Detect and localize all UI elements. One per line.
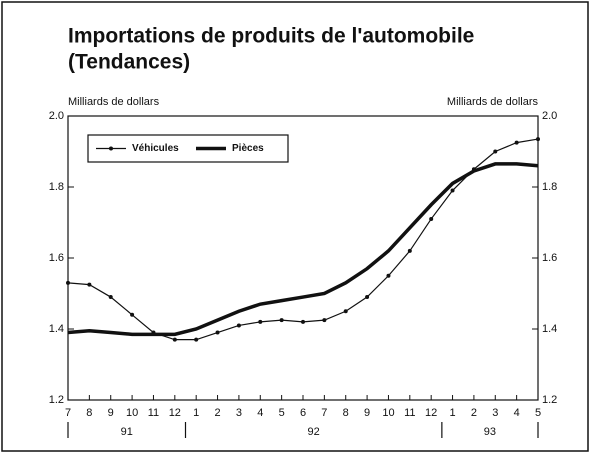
marker xyxy=(172,337,177,342)
y2-tick-label: 1.4 xyxy=(542,323,557,335)
y-tick-label: 1.2 xyxy=(49,394,64,406)
marker xyxy=(87,282,92,287)
x-tick-label: 9 xyxy=(108,407,114,419)
x-tick-label: 9 xyxy=(364,407,370,419)
x-tick-label: 5 xyxy=(535,407,541,419)
y2-axis-label: Milliards de dollars xyxy=(447,96,539,108)
marker xyxy=(343,309,348,314)
marker xyxy=(301,319,305,324)
line xyxy=(67,138,539,341)
x-tick-label: 7 xyxy=(321,407,327,419)
x-tick-label: 3 xyxy=(236,407,242,419)
year-label: 91 xyxy=(121,426,133,438)
marker xyxy=(215,330,220,335)
x-tick-label: 8 xyxy=(86,407,92,419)
x-tick-label: 11 xyxy=(404,407,415,419)
x-tick-label: 6 xyxy=(300,407,306,419)
y2-tick-label: 1.8 xyxy=(542,181,557,193)
x-tick-label: 4 xyxy=(257,407,263,419)
x-tick-label: 12 xyxy=(425,407,437,419)
chart-subtitle: (Tendances) xyxy=(68,51,190,74)
y2-tick-label: 2.0 xyxy=(542,110,557,122)
legend-label: Véhicules xyxy=(132,143,179,154)
year-label: 92 xyxy=(308,426,320,438)
x-tick-label: 2 xyxy=(471,407,477,419)
y-tick-label: 1.4 xyxy=(49,323,64,335)
marker xyxy=(66,280,70,285)
x-tick-label: 1 xyxy=(449,407,455,419)
y2-tick-label: 1.6 xyxy=(542,252,557,264)
x-tick-label: 11 xyxy=(148,407,159,419)
marker xyxy=(536,137,540,142)
marker xyxy=(493,149,498,154)
x-tick-label: 10 xyxy=(382,407,394,419)
marker xyxy=(258,319,263,324)
marker xyxy=(386,273,391,278)
marker xyxy=(236,323,241,328)
y2-tick-label: 1.2 xyxy=(542,394,557,406)
x-tick-label: 10 xyxy=(126,407,138,419)
marker xyxy=(407,248,412,253)
marker xyxy=(322,318,327,323)
x-tick-label: 1 xyxy=(193,407,199,419)
marker xyxy=(194,337,199,342)
y-tick-label: 1.6 xyxy=(49,252,64,264)
x-tick-label: 7 xyxy=(65,407,71,419)
legend-marker xyxy=(109,146,113,151)
legend-label: Pièces xyxy=(232,143,264,154)
y-tick-label: 1.8 xyxy=(49,181,64,193)
marker xyxy=(514,140,519,145)
x-tick-label: 3 xyxy=(492,407,498,419)
y-tick-label: 2.0 xyxy=(49,110,64,122)
x-tick-label: 12 xyxy=(169,407,181,419)
x-tick-label: 2 xyxy=(214,407,220,419)
x-tick-label: 8 xyxy=(343,407,349,419)
line xyxy=(67,162,539,337)
marker xyxy=(108,295,113,300)
marker xyxy=(365,295,370,300)
marker xyxy=(450,188,455,193)
marker xyxy=(279,318,284,323)
chart-title: Importations de produits de l'automobile xyxy=(68,25,474,48)
x-tick-label: 5 xyxy=(279,407,285,419)
year-label: 93 xyxy=(484,426,496,438)
x-tick-label: 4 xyxy=(514,407,520,419)
y-axis-label: Milliards de dollars xyxy=(68,96,160,108)
marker xyxy=(130,312,135,317)
marker xyxy=(429,216,434,221)
